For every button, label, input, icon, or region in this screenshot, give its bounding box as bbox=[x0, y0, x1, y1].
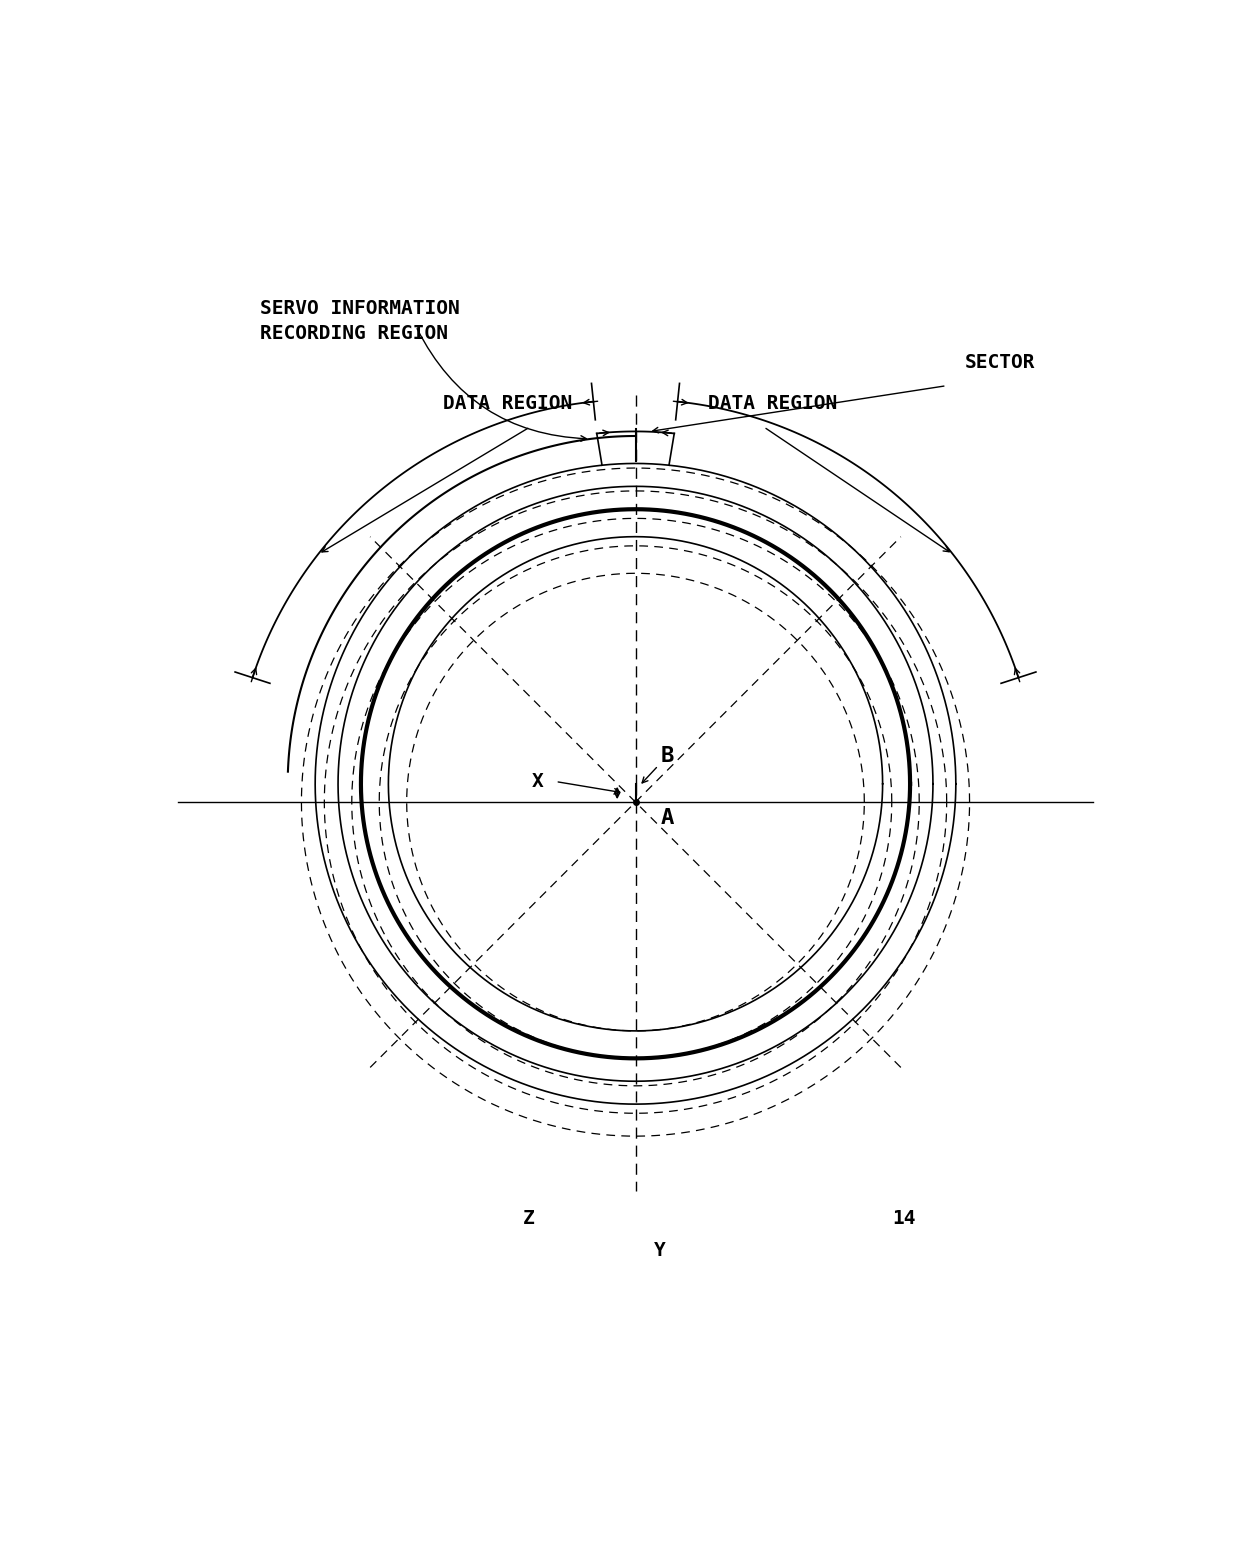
Text: SECTOR: SECTOR bbox=[965, 353, 1035, 372]
Text: Z: Z bbox=[523, 1210, 534, 1228]
Text: A: A bbox=[661, 809, 675, 829]
Text: DATA REGION: DATA REGION bbox=[708, 395, 837, 414]
Text: SERVO INFORMATION
RECORDING REGION: SERVO INFORMATION RECORDING REGION bbox=[260, 299, 460, 343]
Text: B: B bbox=[661, 747, 675, 767]
Text: Y: Y bbox=[653, 1241, 666, 1261]
Text: DATA REGION: DATA REGION bbox=[443, 395, 572, 414]
Text: 14: 14 bbox=[892, 1210, 915, 1228]
Text: X: X bbox=[532, 772, 544, 792]
